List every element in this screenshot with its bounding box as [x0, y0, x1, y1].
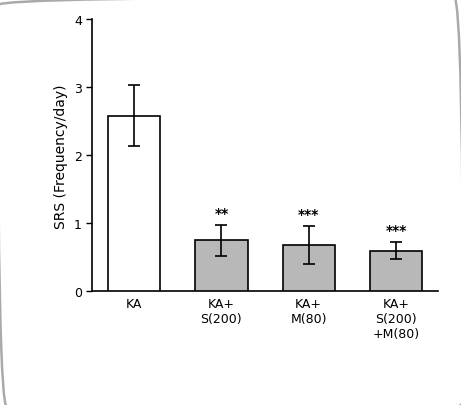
- Bar: [108, 117, 160, 292]
- Text: ***: ***: [385, 224, 407, 237]
- Y-axis label: SRS (Frequency/day): SRS (Frequency/day): [54, 84, 68, 228]
- Text: ***: ***: [298, 208, 319, 222]
- Bar: [370, 251, 422, 292]
- Bar: [195, 241, 248, 292]
- Text: **: **: [214, 207, 229, 220]
- Bar: [283, 245, 335, 292]
